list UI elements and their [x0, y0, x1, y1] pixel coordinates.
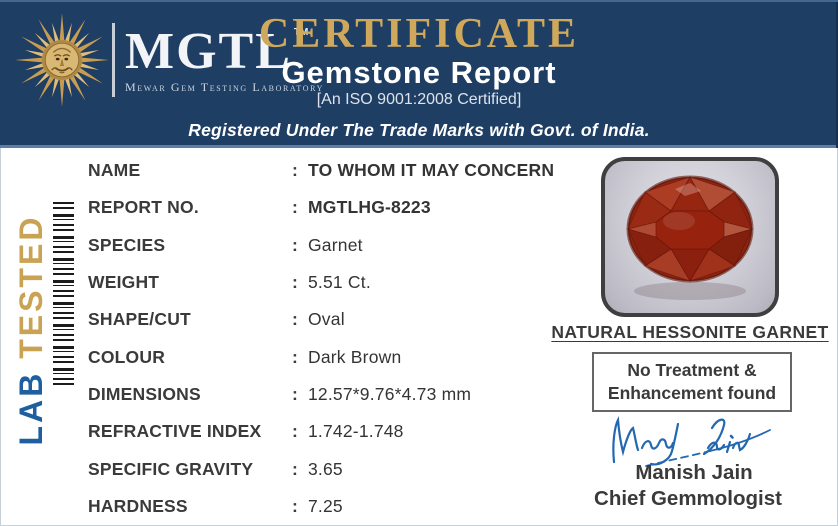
field-row-hardness: HARDNESS : 7.25 [88, 488, 568, 525]
field-value: 3.65 [308, 458, 343, 479]
field-value: Oval [308, 309, 345, 330]
field-value: Garnet [308, 234, 363, 255]
barcode-icon [53, 202, 74, 388]
brand-name: MGTL [125, 22, 292, 80]
brand-tagline: Mewar Gem Testing Laboratory [125, 79, 324, 94]
tested-word: TESTED [13, 214, 49, 359]
field-row-colour: COLOUR : Dark Brown [88, 338, 568, 375]
registered-trademark-line: Registered Under The Trade Marks with Go… [188, 120, 650, 140]
treatment-note-line2: Enhancement found [607, 383, 777, 403]
signatory-title: Chief Gemmologist [594, 487, 782, 510]
field-separator: : [292, 272, 298, 293]
field-row-species: SPECIES : Garnet [88, 227, 568, 264]
field-row-refractive-index: REFRACTIVE INDEX : 1.742-1.748 [88, 413, 568, 450]
field-label: SHAPE/CUT [88, 309, 191, 330]
field-label: WEIGHT [88, 272, 160, 293]
logo-divider [112, 23, 115, 97]
field-separator: : [292, 495, 298, 516]
gem-photo-caption: NATURAL HESSONITE GARNET [551, 322, 829, 342]
certificate-title: CERTIFICATE [258, 11, 580, 57]
signature-icon [612, 415, 771, 467]
field-value: Dark Brown [308, 346, 402, 367]
field-label: HARDNESS [88, 495, 188, 516]
certificate-header: MGTL TM Mewar Gem Testing Laboratory CERT… [0, 0, 838, 148]
field-separator: : [292, 346, 298, 367]
field-value: 7.25 [308, 495, 343, 516]
lab-logo: MGTL TM Mewar Gem Testing Laboratory [14, 12, 324, 108]
treatment-note-box: No Treatment & Enhancement found [592, 352, 792, 412]
field-row-name: NAME : TO WHOM IT MAY CONCERN [88, 152, 568, 189]
field-separator: : [292, 197, 298, 218]
field-row-report-no: REPORT NO. : MGTLHG-8223 [88, 189, 568, 226]
field-label: COLOUR [88, 346, 166, 367]
signatory-name: Manish Jain [635, 461, 753, 484]
field-value: 5.51 Ct. [308, 272, 371, 293]
field-row-dimensions: DIMENSIONS : 12.57*9.76*4.73 mm [88, 376, 568, 413]
field-row-weight: WEIGHT : 5.51 Ct. [88, 264, 568, 301]
gem-photo [601, 157, 779, 317]
field-label: DIMENSIONS [88, 383, 201, 404]
field-label: REFRACTIVE INDEX [88, 421, 262, 442]
sun-face-emblem-icon [14, 12, 110, 108]
field-row-specific-gravity: SPECIFIC GRAVITY : 3.65 [88, 450, 568, 487]
certificate-subtitle: Gemstone Report [281, 55, 557, 90]
lab-word: LAB [13, 370, 49, 446]
report-fields: NAME : TO WHOM IT MAY CONCERN REPORT NO.… [88, 152, 568, 525]
faceted-gem-icon [626, 175, 754, 300]
treatment-note-line1: No Treatment & [627, 360, 757, 381]
field-value: 1.742-1.748 [308, 421, 404, 442]
lab-tested-vertical-label: LAB TESTED [11, 198, 51, 462]
field-separator: : [292, 458, 298, 479]
field-value: TO WHOM IT MAY CONCERN [308, 160, 555, 181]
field-label: NAME [88, 160, 141, 181]
field-row-shape-cut: SHAPE/CUT : Oval [88, 301, 568, 338]
field-value: MGTLHG-8223 [308, 197, 431, 218]
field-separator: : [292, 160, 298, 181]
field-separator: : [292, 234, 298, 255]
field-label: SPECIES [88, 234, 166, 255]
logo-text: MGTL TM Mewar Gem Testing Laboratory [125, 22, 324, 95]
trademark-symbol: TM [293, 27, 309, 39]
field-value: 12.57*9.76*4.73 mm [308, 383, 472, 404]
iso-certification-line: [An ISO 9001:2008 Certified] [316, 91, 522, 108]
title-block: CERTIFICATE Gemstone Report [An ISO 9001… [0, 0, 838, 110]
field-separator: : [292, 309, 298, 330]
field-label: SPECIFIC GRAVITY [88, 458, 254, 479]
field-label: REPORT NO. [88, 197, 199, 218]
field-separator: : [292, 383, 298, 404]
field-separator: : [292, 421, 298, 442]
